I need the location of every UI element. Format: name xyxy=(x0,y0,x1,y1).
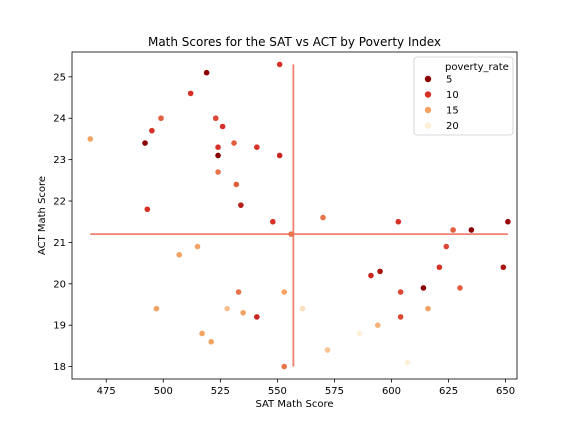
y-axis: 18 19 20 21 22 23 24 25 xyxy=(53,72,72,373)
scatter-point xyxy=(436,264,443,271)
scatter-point xyxy=(187,90,194,97)
scatter-point xyxy=(87,136,94,142)
scatter-point xyxy=(153,305,160,312)
y-axis-label: ACT Math Score xyxy=(37,176,48,255)
scatter-point xyxy=(224,305,230,312)
scatter-point xyxy=(142,140,148,146)
scatter-point xyxy=(176,252,183,258)
scatter-point xyxy=(235,289,242,295)
scatter-point xyxy=(149,127,155,134)
scatter-point xyxy=(203,69,210,76)
scatter-point xyxy=(450,227,456,233)
y-tick-label: 23 xyxy=(53,155,66,166)
scatter-point xyxy=(276,152,283,159)
x-tick-label: 625 xyxy=(439,386,458,397)
y-tick-label: 24 xyxy=(53,114,66,125)
scatter-point xyxy=(233,181,240,188)
x-tick-label: 475 xyxy=(97,386,116,397)
legend-label: 10 xyxy=(446,90,459,101)
x-axis: 475 500 525 550 575 600 625 650 xyxy=(97,379,515,397)
scatter-point xyxy=(420,285,427,291)
scatter-point xyxy=(215,152,221,159)
legend-label: 20 xyxy=(446,121,459,132)
scatter-point xyxy=(377,268,383,275)
y-tick-label: 21 xyxy=(53,238,66,249)
legend-entries: 5 10 15 20 xyxy=(424,75,459,132)
scatter-point xyxy=(254,144,260,151)
scatter-point xyxy=(208,338,215,345)
scatter-point xyxy=(374,322,381,328)
scatter-point xyxy=(215,144,221,151)
scatter-point xyxy=(215,169,221,175)
scatter-point xyxy=(240,309,246,316)
scatter-point xyxy=(158,115,164,122)
legend-title: poverty_rate xyxy=(445,62,509,73)
legend-marker xyxy=(424,106,432,114)
y-tick-label: 18 xyxy=(53,362,66,373)
scatter-point xyxy=(425,305,431,312)
scatter-point xyxy=(395,218,402,225)
x-tick-label: 600 xyxy=(382,386,401,397)
legend-label: 5 xyxy=(446,75,452,86)
scatter-point xyxy=(254,314,260,320)
scatter-point xyxy=(212,115,219,122)
scatter-point xyxy=(457,285,463,291)
scatter-point xyxy=(219,123,226,130)
legend-marker xyxy=(424,75,432,83)
plot-frame xyxy=(71,51,518,380)
scatter-point xyxy=(288,231,294,237)
scatter-point xyxy=(397,314,404,320)
scatter-point xyxy=(199,330,205,337)
y-tick-label: 25 xyxy=(53,72,66,83)
y-tick-label: 22 xyxy=(53,197,66,208)
y-tick-label: 20 xyxy=(53,279,66,290)
scatter-point xyxy=(281,289,288,295)
legend-marker xyxy=(424,122,432,129)
x-tick-label: 575 xyxy=(325,386,344,397)
x-tick-label: 500 xyxy=(154,386,173,397)
scatter-point xyxy=(299,305,306,312)
legend: poverty_rate 5 10 15 20 xyxy=(413,56,514,136)
scatter-point xyxy=(505,218,511,225)
x-tick-label: 550 xyxy=(268,386,287,397)
plot-area xyxy=(87,61,511,370)
scatter-point xyxy=(468,227,475,233)
scatter-point xyxy=(238,202,244,208)
scatter-point xyxy=(276,61,283,68)
scatter-point xyxy=(500,264,507,271)
scatter-point xyxy=(320,214,326,221)
scatter-point xyxy=(270,218,276,225)
scatter-point xyxy=(356,330,363,337)
legend-marker xyxy=(424,91,432,98)
scatter-point xyxy=(324,347,331,353)
legend-box xyxy=(413,56,514,136)
scatter-point xyxy=(144,206,151,213)
chart-title: Math Scores for the SAT vs ACT by Povert… xyxy=(148,35,441,49)
x-tick-label: 650 xyxy=(496,386,515,397)
scatter-point xyxy=(404,359,411,366)
scatter-point xyxy=(368,272,374,279)
x-tick-label: 525 xyxy=(211,386,230,397)
y-tick-label: 19 xyxy=(53,321,66,332)
scatter-point xyxy=(194,243,201,250)
scatter-point xyxy=(281,363,288,370)
x-axis-label: SAT Math Score xyxy=(255,399,333,410)
scatter-point xyxy=(231,140,237,146)
legend-label: 15 xyxy=(446,106,459,117)
scatter-point xyxy=(397,289,404,295)
scatter-point xyxy=(443,243,450,250)
